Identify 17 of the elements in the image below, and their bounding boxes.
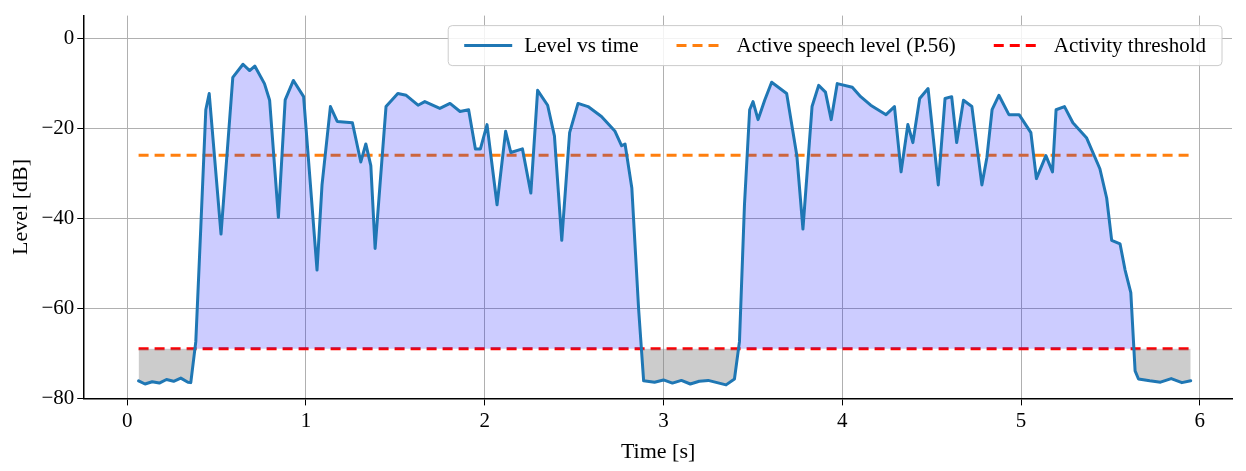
y-tick-label: −60 — [41, 294, 75, 319]
legend-label: Activity threshold — [1053, 33, 1207, 58]
y-axis-title: Level [dB] — [6, 159, 32, 255]
y-tick-label: −40 — [41, 204, 75, 229]
y-tick-label: 0 — [63, 24, 75, 49]
x-tick-label: 4 — [837, 407, 849, 432]
x-tick-label: 6 — [1194, 407, 1206, 432]
legend-label: Level vs time — [524, 33, 639, 58]
y-tick-label: −20 — [41, 114, 75, 139]
x-axis-title: Time [s] — [620, 437, 696, 463]
y-tick-label: −80 — [41, 384, 75, 409]
x-tick-label: 3 — [658, 407, 669, 432]
x-tick-label: 1 — [300, 407, 312, 432]
x-tick-label: 2 — [479, 407, 490, 432]
x-tick-label: 5 — [1015, 407, 1027, 432]
x-tick-label: 0 — [121, 407, 133, 432]
legend-label: Active speech level (P.56) — [736, 33, 956, 58]
